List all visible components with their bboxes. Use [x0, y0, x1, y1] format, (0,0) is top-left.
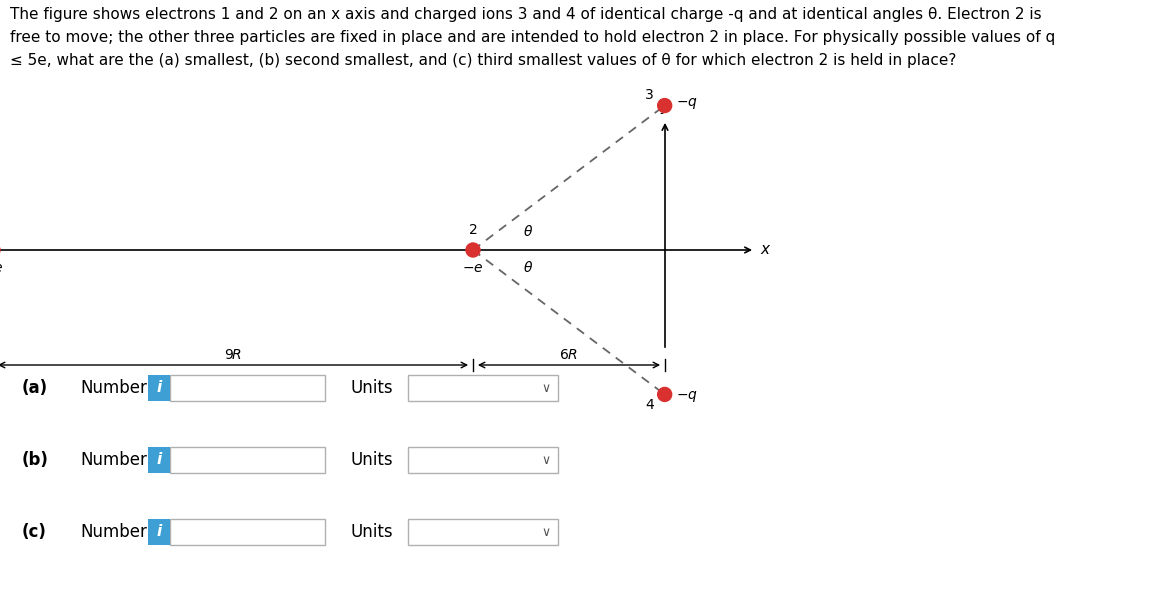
Text: ∨: ∨ [542, 453, 551, 467]
FancyBboxPatch shape [170, 447, 325, 473]
Text: (a): (a) [22, 379, 48, 397]
Text: i: i [157, 453, 161, 467]
Text: (b): (b) [22, 451, 49, 469]
Text: x: x [760, 242, 769, 258]
Circle shape [658, 387, 672, 402]
Text: ∨: ∨ [542, 381, 551, 394]
Circle shape [658, 98, 672, 113]
FancyBboxPatch shape [147, 519, 170, 545]
Text: $-q$: $-q$ [675, 96, 697, 111]
Circle shape [466, 243, 480, 257]
Text: Units: Units [350, 379, 393, 397]
FancyBboxPatch shape [408, 375, 558, 401]
FancyBboxPatch shape [147, 375, 170, 401]
Text: i: i [157, 381, 161, 395]
Text: $-e$: $-e$ [462, 261, 483, 275]
Text: $\theta$: $\theta$ [523, 224, 534, 239]
Text: y: y [661, 99, 669, 114]
FancyBboxPatch shape [408, 447, 558, 473]
Text: Number: Number [80, 523, 147, 541]
Text: Number: Number [80, 379, 147, 397]
Text: ≤ 5e, what are the (a) smallest, (b) second smallest, and (c) third smallest val: ≤ 5e, what are the (a) smallest, (b) sec… [11, 53, 956, 68]
FancyBboxPatch shape [170, 375, 325, 401]
Text: 3: 3 [645, 87, 654, 101]
FancyBboxPatch shape [408, 519, 558, 545]
Text: ∨: ∨ [542, 525, 551, 539]
Text: $9R$: $9R$ [223, 348, 242, 362]
Text: $\theta$: $\theta$ [523, 261, 534, 276]
Text: i: i [157, 525, 161, 539]
Text: Units: Units [350, 523, 393, 541]
Text: 4: 4 [645, 399, 654, 413]
Text: $6R$: $6R$ [559, 348, 579, 362]
FancyBboxPatch shape [147, 447, 170, 473]
Text: (c): (c) [22, 523, 47, 541]
Text: free to move; the other three particles are fixed in place and are intended to h: free to move; the other three particles … [11, 30, 1055, 45]
FancyBboxPatch shape [170, 519, 325, 545]
Text: The figure shows electrons 1 and 2 on an x axis and charged ions 3 and 4 of iden: The figure shows electrons 1 and 2 on an… [11, 7, 1041, 22]
Text: $-e$: $-e$ [0, 261, 4, 275]
Text: 2: 2 [469, 223, 477, 237]
Text: Number: Number [80, 451, 147, 469]
Text: Units: Units [350, 451, 393, 469]
Text: $-q$: $-q$ [675, 389, 697, 404]
